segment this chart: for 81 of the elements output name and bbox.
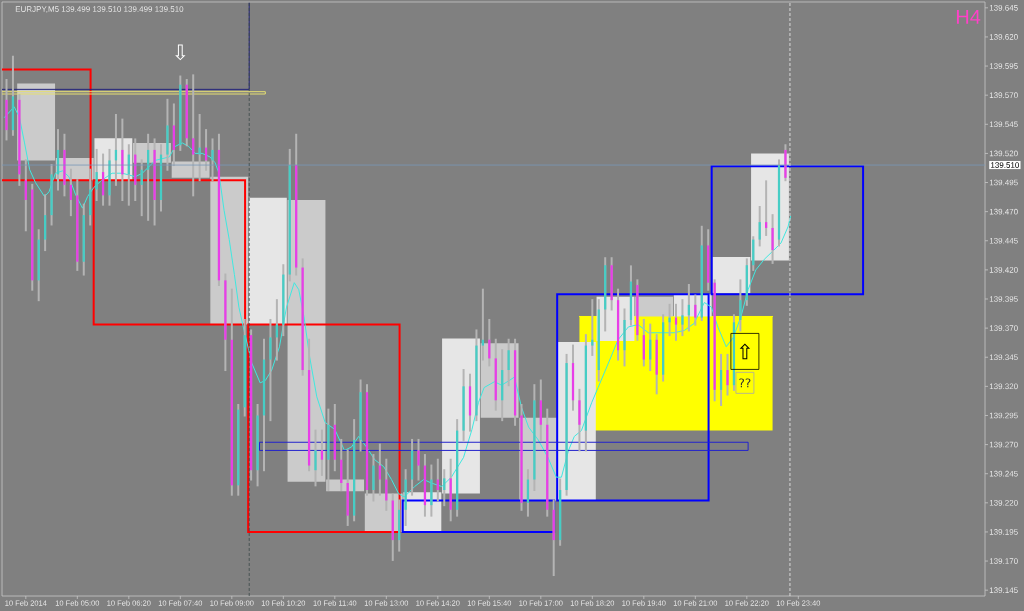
y-tick-label: 139.245 [989,470,1018,477]
candlestick [256,403,259,487]
y-tick-label: 139.470 [989,208,1018,215]
y-tick-label: 139.395 [989,296,1018,302]
candlestick [681,299,684,337]
candlestick [784,144,787,182]
candlestick [642,318,645,367]
annotation: ?? [739,378,751,388]
candlestick [153,138,156,226]
candlestick [707,229,710,291]
y-tick-label: 139.495 [989,179,1018,186]
y-tick-label: 139.145 [989,587,1018,594]
candlestick [44,194,47,252]
candlestick [166,98,169,171]
candlestick [539,379,542,441]
y-tick-label: 139.620 [989,34,1018,40]
y-tick-label: 139.295 [989,412,1018,419]
candlestick [591,299,594,356]
y-tick-label: 139.345 [989,354,1018,361]
y-tick-label: 139.170 [989,558,1018,564]
candlestick [82,203,85,276]
candlestick [417,438,420,481]
bar [247,323,401,533]
candlestick [739,279,742,332]
annotation: ⇩ [175,44,186,61]
candlestick [211,138,214,182]
candlestick [18,94,21,186]
candlestick [726,353,729,396]
candlestick [95,148,98,201]
candlestick [172,103,176,167]
y-tick-label: 139.420 [989,267,1018,273]
candlestick [63,133,66,197]
candlestick [50,164,53,226]
y-tick-label: 139.545 [989,121,1018,128]
candlestick [320,429,324,476]
candlestick [771,214,774,264]
y-tick-label: 139.220 [989,499,1018,506]
annotation: H4 [956,9,981,24]
candlestick [391,493,394,561]
y-tick-label: 139.370 [989,325,1018,331]
candlestick [520,403,523,511]
candlestick [636,279,639,341]
ref-line-label: 139.510 [991,162,1020,168]
candlestick [192,74,195,197]
y-tick-label: 139.270 [989,441,1018,448]
y-tick-label: 139.195 [989,529,1018,535]
candlestick [578,388,581,452]
y-tick-label: 139.320 [989,383,1018,390]
candlestick [346,449,349,526]
y-tick-label: 139.570 [989,92,1018,98]
candlestick [269,318,272,422]
candlestick [378,443,382,496]
candlestick [668,303,671,337]
candlestick [623,308,626,367]
candlestick [700,225,703,321]
candlestick [121,118,124,201]
candlestick [765,180,768,236]
candlestick [533,384,536,492]
candlestick [662,314,665,382]
candlestick [5,79,8,141]
candlestick [694,294,697,326]
annotation: ⇧ [739,343,751,360]
y-tick-label: 139.595 [989,63,1018,69]
candlestick [372,454,375,502]
candlestick [443,469,446,507]
candlestick [430,464,433,517]
candlestick [314,429,317,487]
y-tick-label: 139.445 [989,237,1018,244]
chart-title: EURJPY,M5 139.499 139.510 139.499 139.510 [15,6,184,13]
candlestick [359,379,362,452]
candlestick [481,288,485,361]
candlestick [108,148,111,206]
candlestick [224,273,227,372]
y-tick-label: 139.520 [989,150,1018,157]
candlestick [327,408,330,492]
candlestick [758,205,761,247]
candlestick [449,458,452,522]
candlestick [565,353,568,496]
y-tick-label: 139.645 [989,4,1018,11]
candlestick [475,329,478,422]
candlestick [462,369,465,441]
